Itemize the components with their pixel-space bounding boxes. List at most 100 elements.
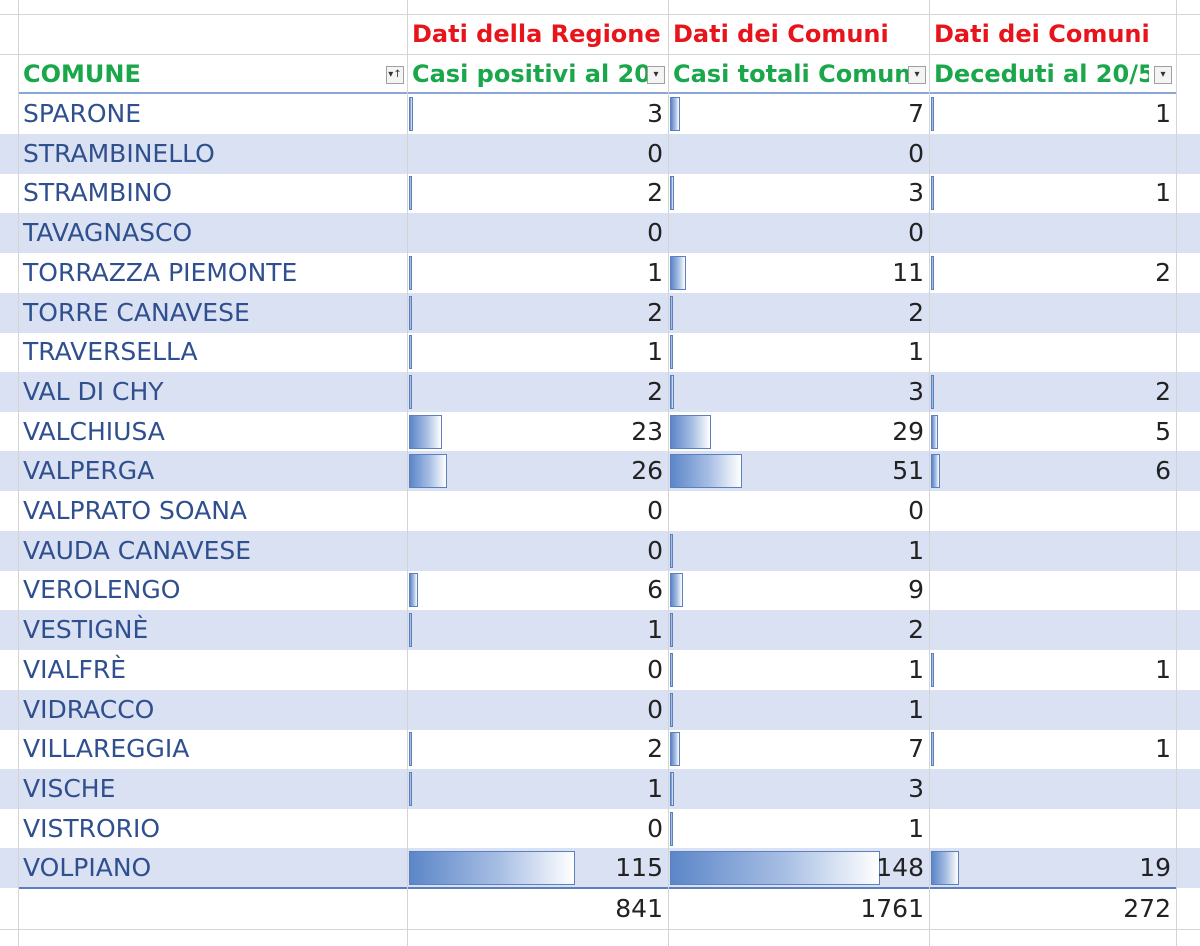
cell-deceduti[interactable] <box>929 769 1176 809</box>
cell-positivi[interactable]: 2 <box>647 178 663 208</box>
cell-totali[interactable]: 3 <box>908 773 924 803</box>
cell-positivi[interactable]: 0 <box>647 218 663 248</box>
table-row: VILLAREGGIA 2 7 1 <box>0 729 1200 769</box>
sort-filter-icon[interactable]: ▾↑ <box>386 66 404 84</box>
cell-totali[interactable]: 11 <box>892 257 924 287</box>
cell-totali[interactable]: 1 <box>908 694 924 724</box>
cell-positivi[interactable]: 2 <box>647 376 663 406</box>
cell-comune[interactable]: STRAMBINELLO <box>23 138 215 168</box>
cell-deceduti[interactable] <box>929 213 1176 253</box>
dropdown-filter-icon[interactable]: ▾ <box>908 66 926 84</box>
cell-positivi[interactable]: 3 <box>647 99 663 128</box>
cell-positivi[interactable]: 115 <box>615 853 663 883</box>
cell-totali[interactable]: 2 <box>908 297 924 327</box>
cell-totali[interactable]: 3 <box>908 178 924 208</box>
cell-deceduti[interactable]: 1 <box>1155 178 1171 208</box>
cell-positivi[interactable]: 23 <box>631 416 663 446</box>
cell-totali[interactable]: 0 <box>908 218 924 248</box>
cell-deceduti[interactable]: 6 <box>1155 456 1171 486</box>
cell-comune[interactable]: SPARONE <box>23 99 141 128</box>
grid-line <box>1176 0 1177 946</box>
cell-comune[interactable]: VILLAREGGIA <box>23 734 190 764</box>
cell-positivi[interactable]: 0 <box>647 496 663 525</box>
cell-deceduti[interactable]: 1 <box>1155 99 1171 128</box>
cell-positivi[interactable]: 2 <box>647 297 663 327</box>
cell-deceduti[interactable] <box>929 134 1176 174</box>
cell-deceduti[interactable]: 5 <box>1155 416 1171 446</box>
cell-comune[interactable]: VIDRACCO <box>23 694 155 724</box>
cell-comune[interactable]: VALPRATO SOANA <box>23 496 248 525</box>
table-row: VALPERGA 26 51 6 <box>0 451 1200 492</box>
cell-comune[interactable]: TAVAGNASCO <box>23 218 193 248</box>
cell-deceduti[interactable] <box>929 332 1176 372</box>
table-row: TRAVERSELLA 1 1 <box>0 332 1200 372</box>
cell-positivi[interactable]: 1 <box>647 337 663 367</box>
cell-deceduti[interactable] <box>929 570 1176 610</box>
cell-positivi[interactable]: 0 <box>647 813 663 843</box>
table-row: VAUDA CANAVESE 0 1 <box>0 530 1200 571</box>
cell-deceduti[interactable] <box>929 531 1176 571</box>
cell-totali[interactable]: 29 <box>892 416 924 446</box>
cell-comune[interactable]: VOLPIANO <box>23 853 152 883</box>
cell-totali[interactable]: 3 <box>908 376 924 406</box>
cell-deceduti[interactable]: 19 <box>1139 853 1171 883</box>
dropdown-filter-icon[interactable]: ▾ <box>647 66 665 84</box>
cell-deceduti[interactable] <box>929 293 1176 333</box>
cell-totali[interactable]: 51 <box>892 456 924 486</box>
cell-positivi[interactable]: 0 <box>647 138 663 168</box>
cell-comune[interactable]: VALPERGA <box>23 456 155 486</box>
cell-totali[interactable]: 1 <box>908 535 924 565</box>
cell-deceduti[interactable]: 2 <box>1155 376 1171 406</box>
cell-positivi[interactable]: 0 <box>647 654 663 684</box>
cell-positivi[interactable]: 26 <box>631 456 663 486</box>
cell-totali[interactable]: 7 <box>908 99 924 128</box>
cell-comune[interactable]: VISCHE <box>23 773 116 803</box>
dropdown-filter-icon[interactable]: ▾ <box>1154 66 1172 84</box>
cell-comune[interactable]: VALCHIUSA <box>23 416 165 446</box>
cell-totali[interactable]: 1 <box>908 813 924 843</box>
cell-positivi[interactable]: 1 <box>647 615 663 645</box>
cell-totali[interactable]: 2 <box>908 615 924 645</box>
total-deceduti[interactable]: 272 <box>1123 894 1171 923</box>
total-positivi[interactable]: 841 <box>615 894 663 923</box>
data-bar <box>409 176 412 211</box>
cell-deceduti[interactable] <box>929 610 1176 650</box>
cell-comune[interactable]: STRAMBINO <box>23 178 173 208</box>
cell-positivi[interactable]: 0 <box>647 535 663 565</box>
cell-comune[interactable]: VAL DI CHY <box>23 376 164 406</box>
cell-comune[interactable]: VESTIGNÈ <box>23 615 149 645</box>
cell-positivi[interactable]: 0 <box>647 694 663 724</box>
cell-positivi[interactable]: 2 <box>647 734 663 764</box>
cell-comune[interactable]: VAUDA CANAVESE <box>23 535 252 565</box>
cell-totali[interactable]: 0 <box>908 138 924 168</box>
cell-comune[interactable]: TRAVERSELLA <box>23 337 198 367</box>
cell-deceduti[interactable] <box>929 809 1176 849</box>
cell-totali[interactable]: 0 <box>908 496 924 525</box>
cell-comune[interactable]: TORRE CANAVESE <box>23 297 250 327</box>
cell-comune[interactable]: VISTRORIO <box>23 813 161 843</box>
cell-positivi[interactable]: 1 <box>647 773 663 803</box>
cell-totali[interactable]: 9 <box>908 575 924 605</box>
cell-positivi[interactable]: 1 <box>647 257 663 287</box>
data-bar <box>670 176 674 211</box>
cell-positivi[interactable]: 6 <box>647 575 663 605</box>
data-bar <box>670 613 673 648</box>
cell-totali[interactable]: 7 <box>908 734 924 764</box>
total-totali[interactable]: 1761 <box>860 894 924 923</box>
cell-deceduti[interactable] <box>929 491 1176 531</box>
cell-comune[interactable]: VEROLENGO <box>23 575 181 605</box>
cell-deceduti[interactable] <box>929 690 1176 730</box>
cell-totali[interactable]: 148 <box>876 853 924 883</box>
cell-comune[interactable]: VIALFRÈ <box>23 654 127 684</box>
grid-line <box>668 0 669 946</box>
cell-comune[interactable]: TORRAZZA PIEMONTE <box>23 257 298 287</box>
cell-deceduti[interactable]: 1 <box>1155 734 1171 764</box>
cell-deceduti[interactable]: 2 <box>1155 257 1171 287</box>
cell-totali[interactable]: 1 <box>908 654 924 684</box>
data-bar <box>670 295 673 330</box>
cell-deceduti[interactable]: 1 <box>1155 654 1171 684</box>
table-row: SPARONE 3 7 1 <box>0 94 1200 134</box>
table-row: VEROLENGO 6 9 <box>0 570 1200 610</box>
cell-totali[interactable]: 1 <box>908 337 924 367</box>
data-bar <box>670 414 711 449</box>
